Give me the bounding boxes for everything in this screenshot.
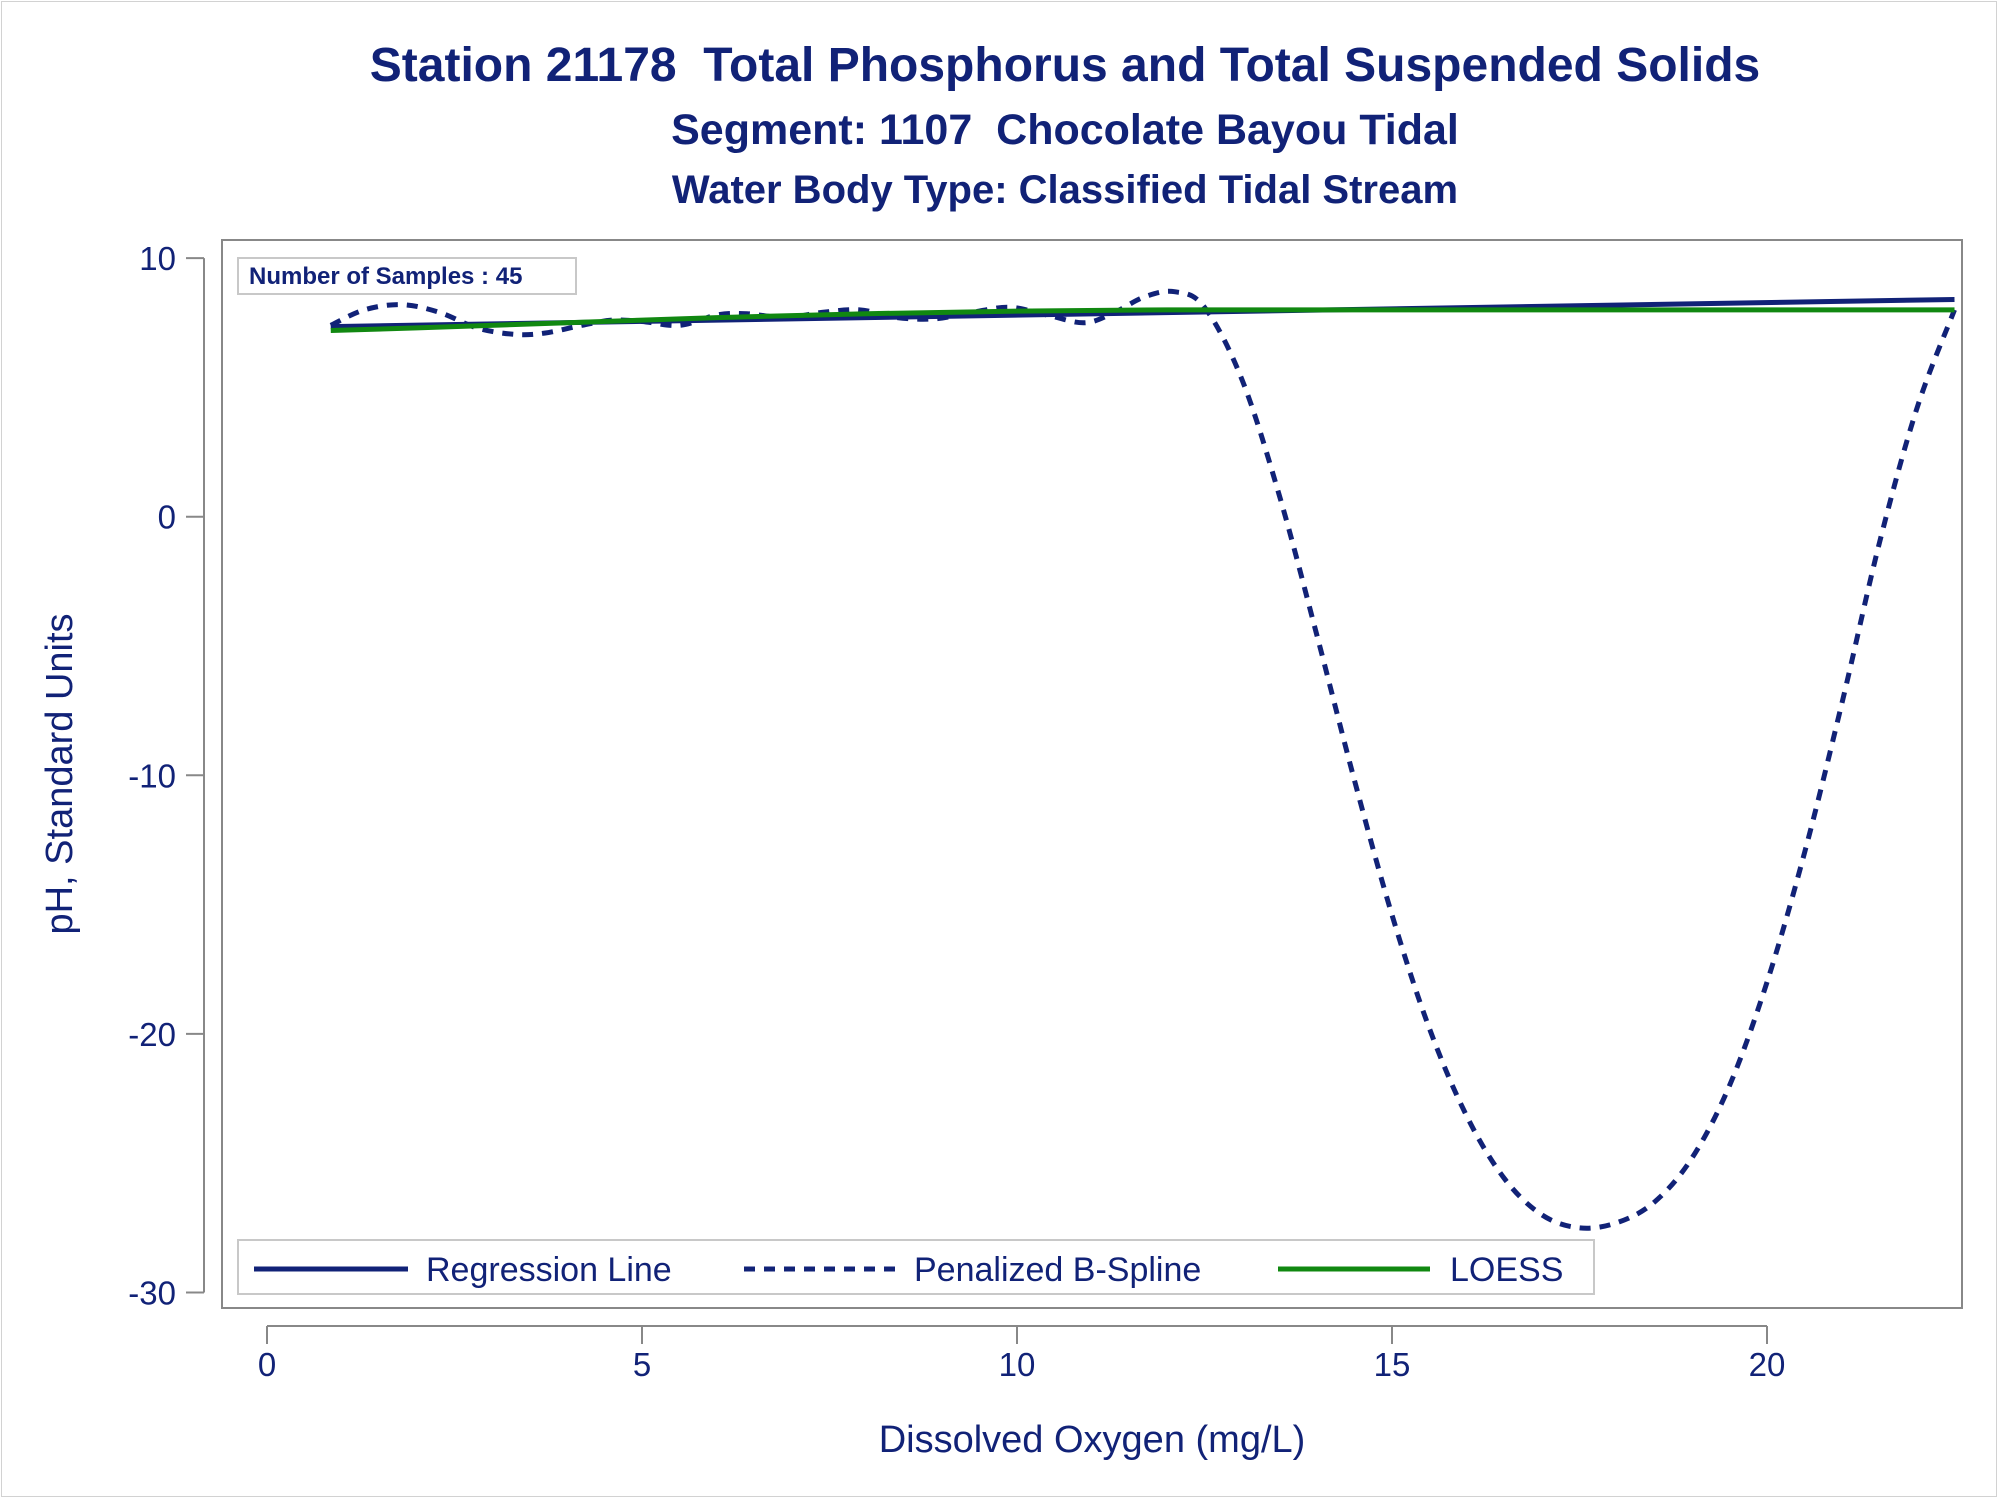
y-tick-label: 0 (158, 499, 176, 536)
chart-subtitle-2: Water Body Type: Classified Tidal Stream (671, 168, 1459, 212)
x-tick-label: 0 (258, 1346, 276, 1383)
x-tick-label: 5 (633, 1346, 651, 1383)
y-tick-label: -20 (128, 1016, 176, 1053)
sample-count-label: Number of Samples : 45 (249, 263, 522, 290)
series-line-loess (330, 307, 1955, 334)
series-layer (329, 288, 1957, 1231)
x-tick-label: 20 (1749, 1346, 1786, 1383)
y-tick-label: -30 (128, 1274, 176, 1311)
legend: Regression Line Penalized B-Spline LOESS (237, 1239, 1595, 1295)
x-axis-label: Dissolved Oxygen (mg/L) (879, 1419, 1306, 1461)
y-axis-label: pH, Standard Units (39, 613, 81, 934)
series-line-penalized-b-spline (329, 288, 1957, 1231)
chart-subtitle: Segment: 1107 Chocolate Bayou Tidal (671, 106, 1459, 154)
x-axis: 0 5 10 15 20 (258, 1325, 1786, 1383)
legend-label-penalized-b-spline: Penalized B-Spline (914, 1251, 1201, 1289)
chart-title: Station 21178 Total Phosphorus and Total… (369, 39, 1761, 92)
x-tick-label: 10 (999, 1346, 1036, 1383)
y-tick-label: 10 (139, 240, 176, 277)
y-tick-label: -10 (128, 757, 176, 794)
legend-label-regression-line: Regression Line (426, 1251, 672, 1289)
y-axis: 10 0 -10 -20 -30 (128, 240, 205, 1311)
plot-area (221, 239, 1963, 1309)
x-tick-label: 15 (1374, 1346, 1411, 1383)
legend-label-loess: LOESS (1450, 1251, 1563, 1289)
sample-count-inset: Number of Samples : 45 (237, 257, 577, 295)
